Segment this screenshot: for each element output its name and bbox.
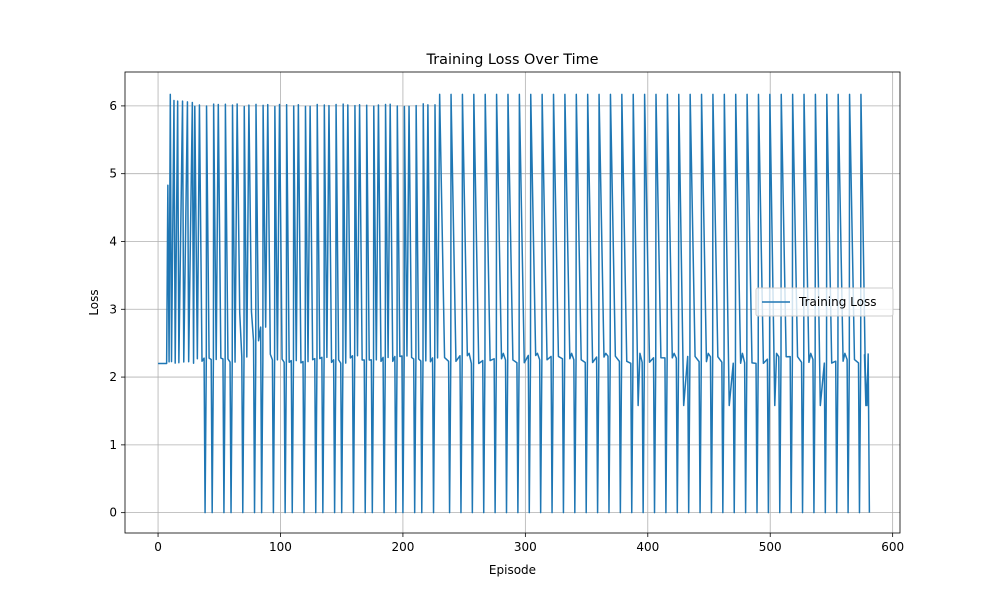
legend: Training Loss	[755, 287, 894, 317]
x-tick-label: 500	[759, 540, 782, 554]
series-layer	[158, 93, 871, 514]
plot-area-frame	[124, 71, 901, 534]
x-tick-label: 200	[391, 540, 414, 554]
y-axis: 0 1 2 3 4 5 6	[109, 99, 125, 520]
x-tick-label: 0	[154, 540, 162, 554]
y-tick-label: 2	[109, 370, 117, 384]
y-tick-label: 3	[109, 302, 117, 316]
x-axis: 0 100 200 300 400 500 600	[154, 533, 904, 554]
x-tick-label: 600	[881, 540, 904, 554]
y-axis-title: Loss	[87, 289, 101, 315]
y-tick-label: 1	[109, 438, 117, 452]
x-tick-label: 100	[269, 540, 292, 554]
series-line-training-loss	[158, 93, 871, 514]
legend-label-training-loss: Training Loss	[798, 295, 876, 309]
legend-box	[755, 287, 894, 317]
x-tick-label: 400	[636, 540, 659, 554]
y-tick-label: 0	[109, 506, 117, 520]
x-axis-title: Episode	[489, 563, 536, 577]
x-tick-label: 300	[514, 540, 537, 554]
y-tick-label: 4	[109, 234, 117, 248]
chart-title: Training Loss Over Time	[426, 52, 599, 68]
y-tick-label: 6	[109, 99, 117, 113]
y-tick-label: 5	[109, 167, 117, 181]
